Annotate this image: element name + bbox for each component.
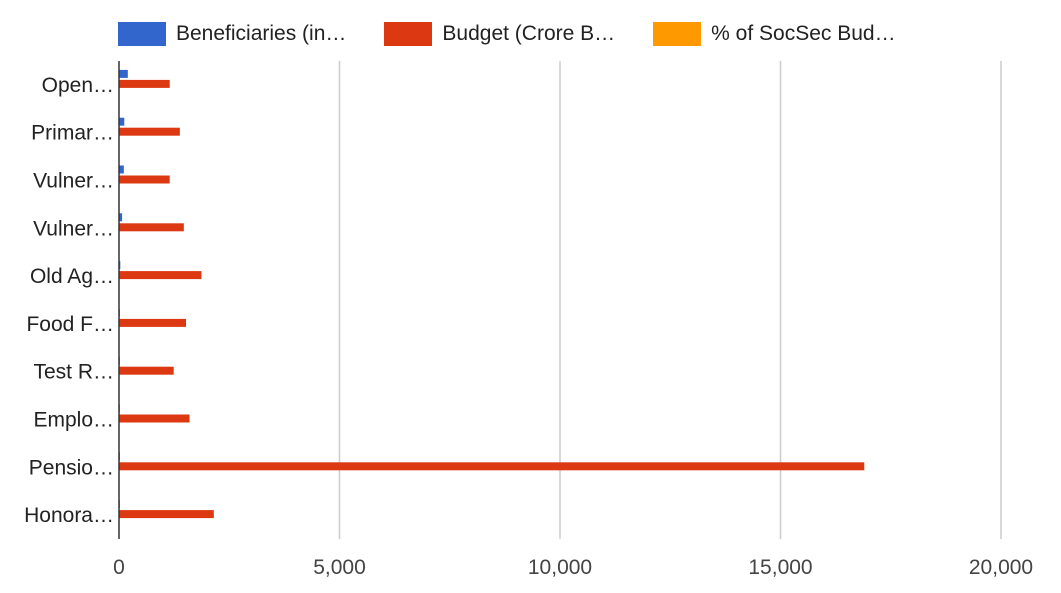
bar [119, 318, 187, 327]
category-label: Honora… [24, 504, 114, 527]
x-tick-label: 0 [113, 556, 125, 579]
legend-swatch [118, 22, 166, 46]
bar [119, 127, 180, 136]
legend-item: Budget (Crore B… [384, 22, 615, 46]
x-tick-label: 20,000 [969, 556, 1033, 579]
bar [119, 79, 170, 88]
x-tick-label: 10,000 [528, 556, 592, 579]
legend-label: Budget (Crore B… [442, 22, 616, 45]
bar [119, 117, 125, 126]
category-label: Old Ag… [30, 265, 114, 288]
bar [119, 462, 865, 471]
bar [119, 366, 174, 375]
legend-label: Beneficiaries (in… [176, 22, 347, 45]
x-tick-label: 5,000 [313, 556, 366, 579]
category-label: Vulner… [33, 170, 114, 193]
category-label: Pensio… [29, 456, 114, 479]
category-label: Open… [42, 74, 114, 97]
legend-item: % of SocSec Bud… [653, 22, 896, 46]
legend-swatch [653, 22, 702, 46]
chart-legend: Beneficiaries (in… Budget (Crore B… % of S… [118, 20, 934, 48]
bar [119, 69, 128, 78]
legend-item: Beneficiaries (in… [118, 22, 346, 46]
legend-label: % of SocSec Bud… [711, 22, 896, 45]
category-label: Primar… [31, 122, 114, 145]
x-tick-label: 15,000 [748, 556, 812, 579]
bar [119, 223, 184, 232]
category-label: Food F… [26, 313, 114, 336]
bar [119, 510, 214, 519]
bar [119, 165, 124, 174]
category-label: Test R… [33, 361, 114, 384]
bar [119, 175, 170, 184]
bar [119, 271, 202, 280]
category-label: Vulner… [33, 217, 114, 240]
bar [119, 213, 123, 222]
legend-swatch [384, 22, 433, 46]
category-label: Emplo… [33, 409, 114, 432]
bar [119, 414, 190, 423]
